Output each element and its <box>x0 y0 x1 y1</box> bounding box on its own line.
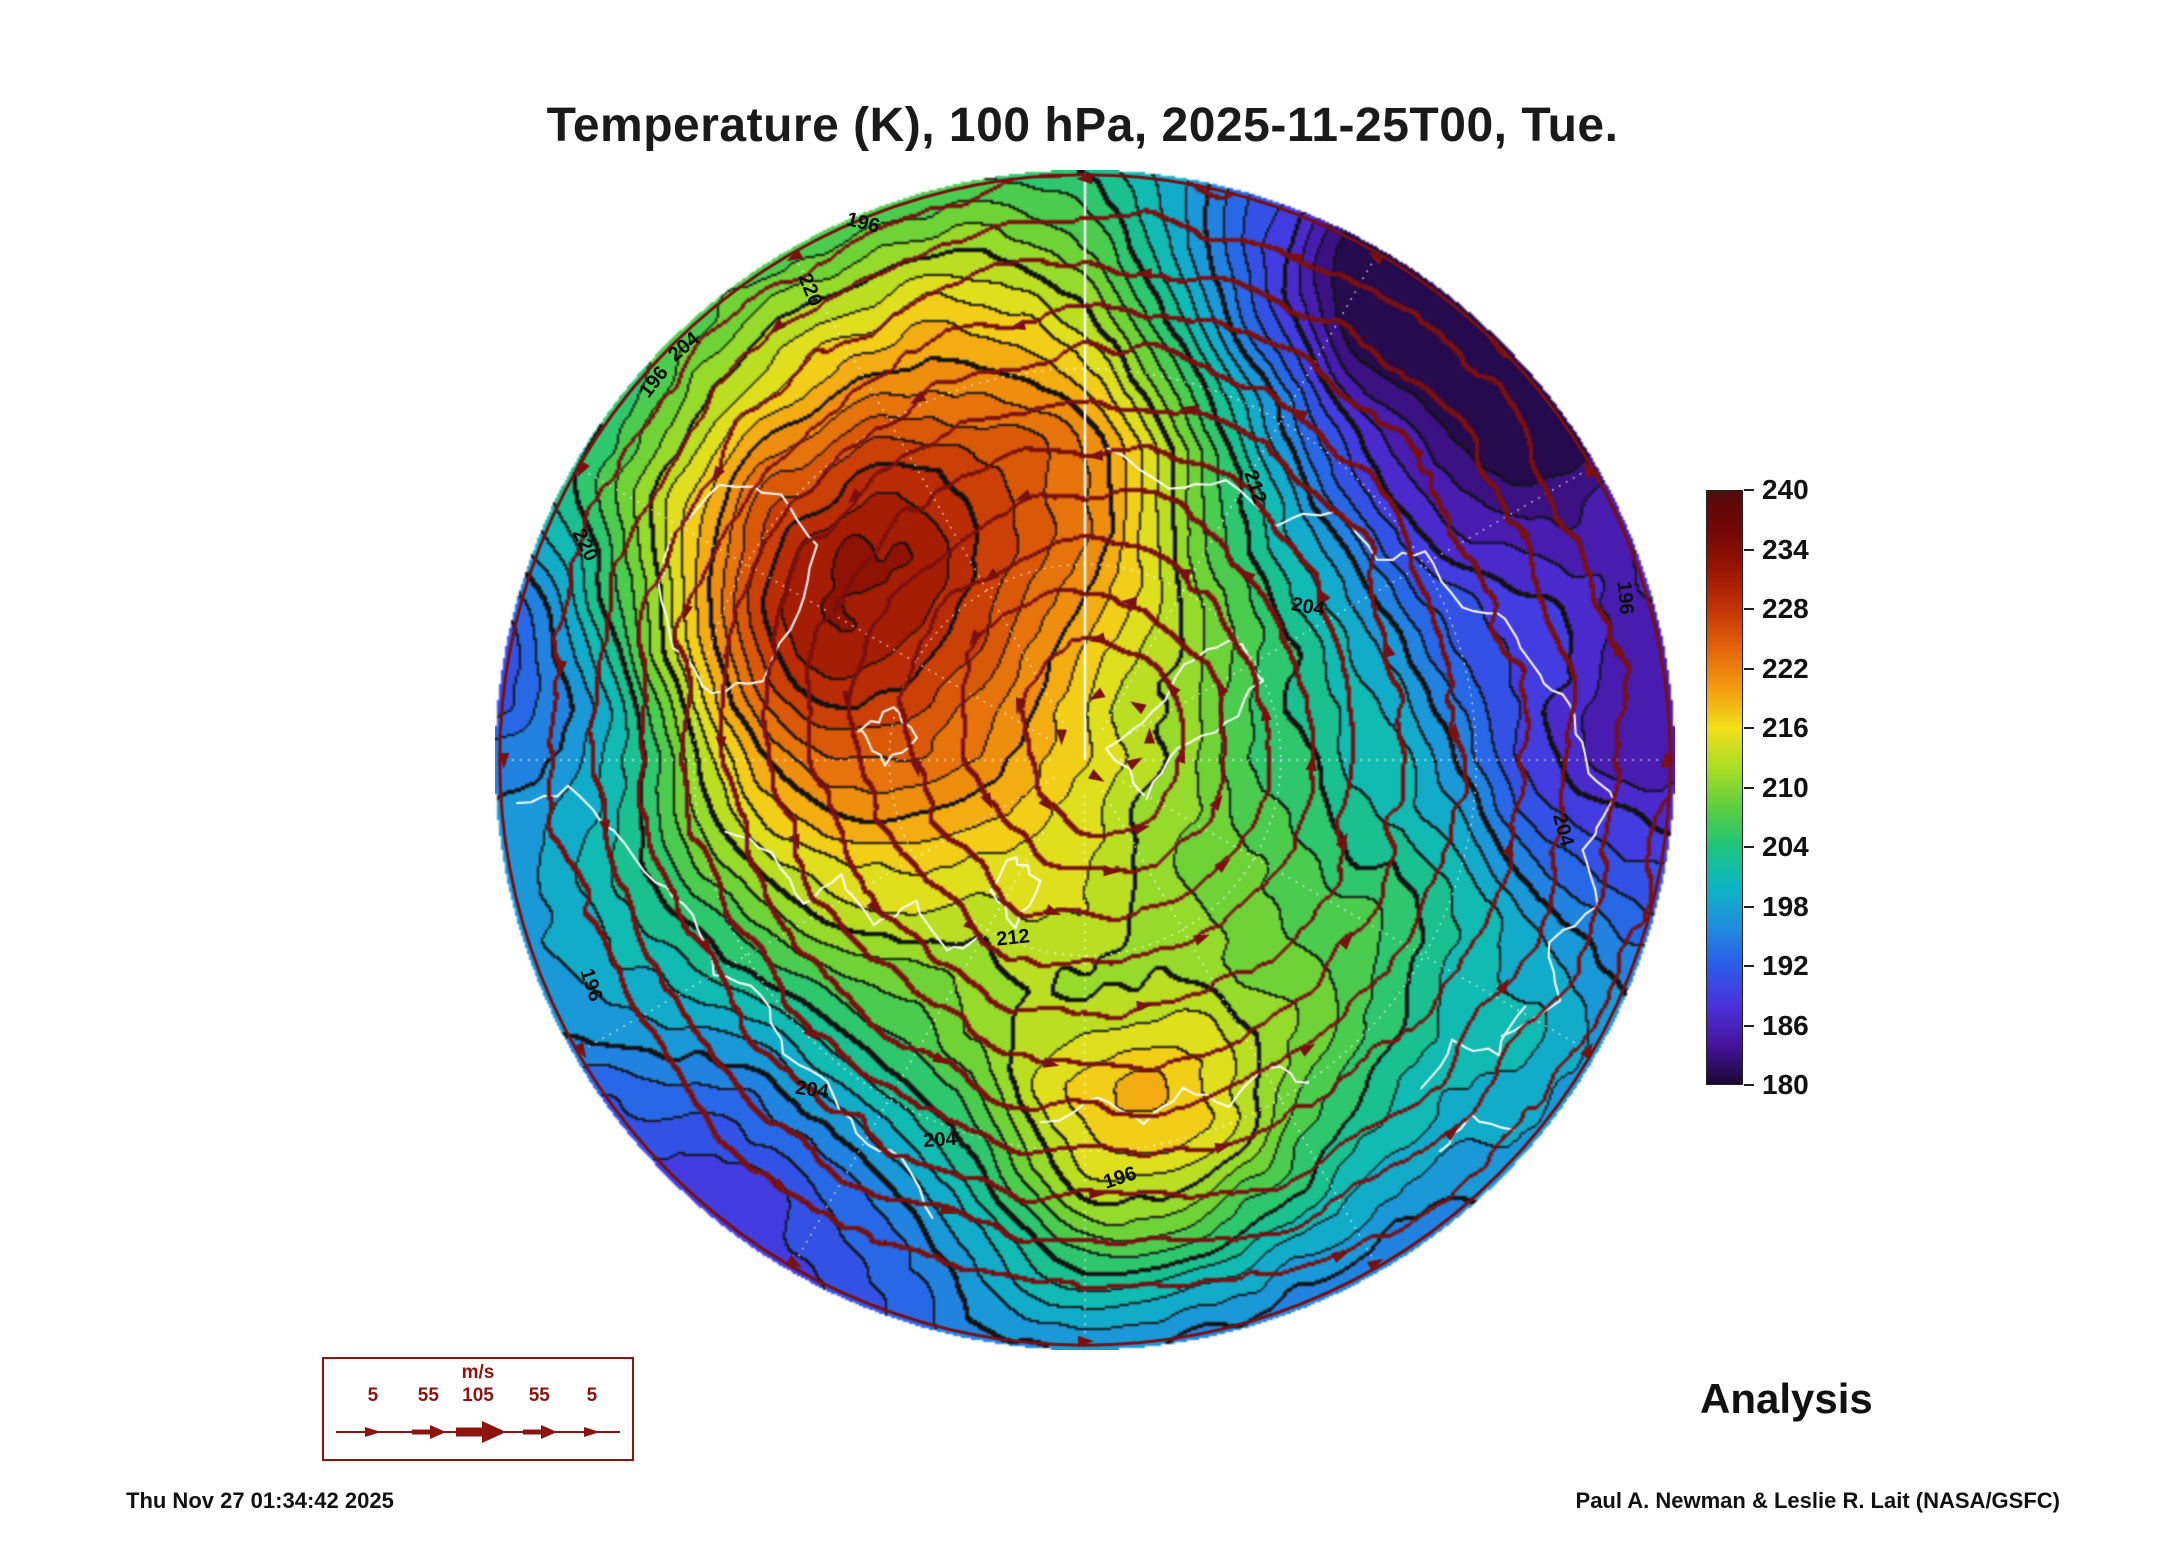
colorbar-tick-mark <box>1744 667 1754 670</box>
wind-speed-value: 55 <box>528 1385 550 1406</box>
colorbar-tick-mark <box>1744 548 1754 551</box>
colorbar-tick-mark <box>1744 1024 1754 1027</box>
credit-label: Paul A. Newman & Leslie R. Lait (NASA/GS… <box>1575 1488 2060 1513</box>
colorbar-tick-label: 216 <box>1762 712 1809 743</box>
colorbar-tick-label: 180 <box>1762 1069 1809 1100</box>
wind-speed-values: 5 55 105 55 5 <box>332 1386 624 1406</box>
colorbar-tick-mark <box>1744 905 1754 908</box>
colorbar-tick-mark <box>1744 965 1754 967</box>
colorbar-tick-label: 228 <box>1762 593 1809 624</box>
colorbar-tick-mark <box>1744 608 1754 610</box>
wind-scale-arrows-icon <box>336 1421 620 1443</box>
colorbar-tick-label: 186 <box>1762 1009 1809 1041</box>
polar-map: 196 220 204 196 220 212 204 196 204 212 204 196 204 1… <box>495 170 1675 1350</box>
timestamp-label: Thu Nov 27 01:34:42 2025 <box>126 1488 394 1513</box>
colorbar-tick-label: 198 <box>1762 890 1809 922</box>
colorbar-tick-label: 204 <box>1762 831 1809 862</box>
colorbar-tick-label: 192 <box>1762 950 1809 981</box>
colorbar-gradient <box>1706 490 1743 1085</box>
colorbar: 240 234 228 222 216 210 204 198 192 186 180 <box>1706 476 1846 1099</box>
colorbar-tick-label: 234 <box>1762 533 1809 565</box>
wind-speed-value: 5 <box>367 1385 379 1406</box>
wind-speed-legend: m/s 5 55 105 55 5 <box>322 1357 634 1461</box>
colorbar-tick-label: 222 <box>1762 652 1809 684</box>
colorbar-tick-label: 210 <box>1762 771 1809 803</box>
map-canvas <box>495 170 1675 1350</box>
wind-unit-label: m/s <box>461 1362 495 1383</box>
wind-speed-value: 55 <box>417 1385 439 1406</box>
wind-speed-value: 105 <box>462 1385 494 1406</box>
analysis-label: Analysis <box>1700 1375 1873 1422</box>
page-title: Temperature (K), 100 hPa, 2025-11-25T00,… <box>546 99 1619 152</box>
colorbar-tick-mark <box>1744 786 1754 789</box>
colorbar-tick-label: 240 <box>1762 474 1809 505</box>
colorbar-tick-mark <box>1744 727 1754 729</box>
colorbar-tick-mark <box>1744 846 1754 848</box>
colorbar-tick-mark <box>1744 489 1754 491</box>
colorbar-tick-mark <box>1744 1084 1754 1086</box>
wind-speed-value: 5 <box>586 1385 598 1406</box>
